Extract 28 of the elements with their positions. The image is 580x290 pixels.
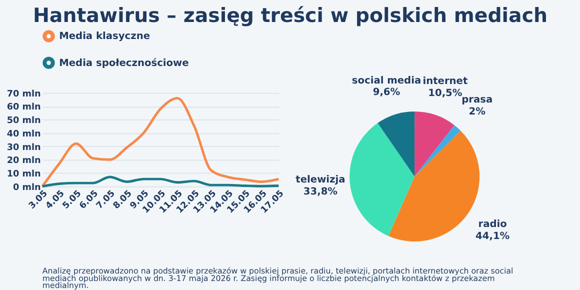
legend-label: Media klasyczne [59, 31, 150, 42]
line-series [41, 176, 280, 188]
legend-label: Media społecznościowe [59, 58, 190, 69]
slice-label: social media [352, 75, 422, 86]
pie-slice [414, 112, 454, 177]
pie-slice [414, 125, 461, 177]
y-tick-label: 20 mln [6, 156, 41, 166]
pie-slice [350, 123, 415, 236]
chart-title: Hantawirus – zasięg treści w polskich mediach [32, 4, 548, 27]
slice-label: radio [478, 218, 508, 230]
y-tick-label: 10 mln [6, 169, 41, 180]
slice-label: telewizja [296, 174, 346, 186]
data-label: 9,6% [372, 87, 400, 98]
y-tick-label: 60 mln [6, 102, 41, 113]
y-tick-label: 30 mln [6, 142, 41, 153]
data-label: 10,5% [428, 88, 462, 99]
data-label: 33,8% [303, 186, 338, 198]
y-tick-label: 0 mln [13, 182, 41, 193]
y-tick-label: 50 mln [6, 116, 41, 126]
data-label: 44,1% [476, 230, 510, 242]
text: Analizę przeprowadzono na podstawie przekazów w polskiej prasie, radiu, telewizji, portalach internetowych oraz social mediach opublikowanych w dn. 3-17 maja 2026 r. Zasięg informuje o liczbie potencjalnych kontaktów z przekazem medialnym. [42, 266, 514, 290]
slice-label: prasa [462, 94, 493, 106]
pie-slice [378, 112, 415, 177]
y-tick-label: 40 mln [6, 129, 41, 140]
data-label: 2% [468, 106, 486, 118]
slice-label: internet [422, 76, 468, 88]
line-series [41, 96, 280, 188]
y-tick-label: 70 mln [6, 89, 41, 100]
